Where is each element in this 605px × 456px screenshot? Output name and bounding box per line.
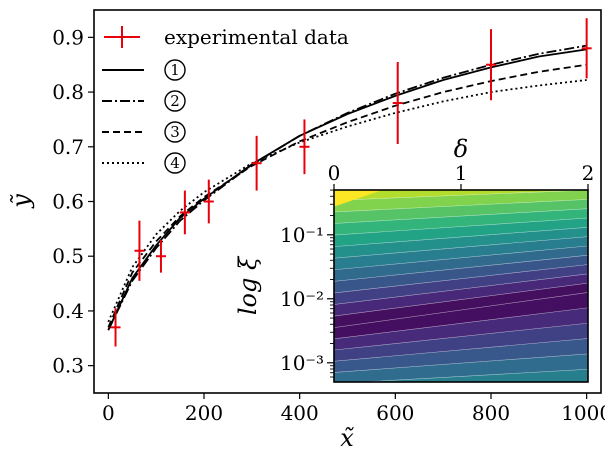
inset-x-ticks: 0 1 2 xyxy=(328,161,595,190)
x-tick-label: 600 xyxy=(376,401,414,425)
contour-band-low-3 xyxy=(334,322,588,362)
x-tick-label: 800 xyxy=(472,401,510,425)
legend-circle-3 xyxy=(164,121,186,143)
contour-band-low-1 xyxy=(334,292,588,340)
legend-circle-2 xyxy=(164,90,186,112)
data-point-8 xyxy=(392,61,403,145)
contour-band-low-4 xyxy=(334,338,588,373)
contour-band-high-12 xyxy=(334,190,588,201)
y-tick-label: 0.4 xyxy=(52,299,84,323)
contour-band-low-5 xyxy=(334,353,588,382)
contour-band-top xyxy=(334,190,383,207)
data-point-4 xyxy=(179,190,190,235)
y-tick-label: 0.8 xyxy=(52,80,84,104)
legend-circle-1 xyxy=(164,59,186,81)
data-point-1 xyxy=(110,308,121,347)
data-point-3 xyxy=(155,239,166,273)
x-tick-label: 200 xyxy=(185,401,223,425)
contour-band-high-3 xyxy=(334,264,588,305)
legend-label-3: 3 xyxy=(170,123,180,141)
legend-label-2: 2 xyxy=(170,92,180,110)
data-point-9 xyxy=(485,29,496,101)
legend-marker-experimental-data xyxy=(104,26,140,48)
inset-x-axis-label: δ xyxy=(454,135,468,163)
inset-y-axis-label: log ξ xyxy=(234,255,262,315)
legend-circle-4 xyxy=(164,152,186,174)
inset-x-tick-label: 0 xyxy=(328,161,341,185)
contour-band-high-8 xyxy=(334,217,588,247)
inset-heatmap: 0 1 2 10⁻³ 10⁻² 10⁻¹ δ log ξ xyxy=(234,135,595,383)
inset-y-tick-label: 10⁻³ xyxy=(280,351,324,375)
x-tick-label: 0 xyxy=(102,401,115,425)
data-point-6 xyxy=(251,135,262,191)
y-tick-label: 0.6 xyxy=(52,190,84,214)
inset-y-tick-label: 10⁻² xyxy=(280,287,324,311)
y-tick-label: 0.3 xyxy=(52,354,84,378)
data-point-7 xyxy=(299,119,310,175)
contour-band-high-2 xyxy=(334,273,588,317)
data-point-10 xyxy=(581,18,592,79)
contour-band-high-7 xyxy=(334,226,588,259)
experimental-data-points xyxy=(110,18,592,347)
data-point-5 xyxy=(203,179,214,224)
contour-band-high-4 xyxy=(334,254,588,294)
contour-band-high-9 xyxy=(334,208,588,236)
series-line-2 xyxy=(107,44,587,331)
inset-y-ticks: 10⁻³ 10⁻² 10⁻¹ xyxy=(280,189,334,378)
legend-label-experimental-data: experimental data xyxy=(164,25,349,49)
y-tick-label: 0.7 xyxy=(52,135,84,159)
main-x-axis-label: x̃ xyxy=(340,424,354,452)
contour-band-high-1 xyxy=(334,282,588,328)
inset-contour-bands xyxy=(334,190,588,382)
legend-label-1: 1 xyxy=(170,61,180,79)
contour-band-low-6 xyxy=(356,368,588,382)
inset-x-tick-label: 2 xyxy=(582,161,595,185)
contour-band-high-10 xyxy=(334,199,588,224)
y-tick-label: 0.9 xyxy=(52,25,84,49)
legend: experimental data 1 2 3 4 xyxy=(102,25,349,174)
contour-band-high-11 xyxy=(334,190,588,213)
contour-band-high-5 xyxy=(334,245,588,282)
contour-band-low-2 xyxy=(334,307,588,351)
y-tick-label: 0.5 xyxy=(52,244,84,268)
legend-label-4: 4 xyxy=(170,154,180,172)
inset-y-tick-label: 10⁻¹ xyxy=(280,223,324,247)
contour-band-high-6 xyxy=(334,236,588,271)
main-y-axis-label: ỹ xyxy=(7,194,35,209)
x-tick-label: 400 xyxy=(281,401,319,425)
data-point-2 xyxy=(134,220,145,281)
inset-x-tick-label: 1 xyxy=(455,161,468,185)
main-y-ticks: 0.3 0.4 0.5 0.6 0.7 0.8 0.9 xyxy=(52,25,94,378)
